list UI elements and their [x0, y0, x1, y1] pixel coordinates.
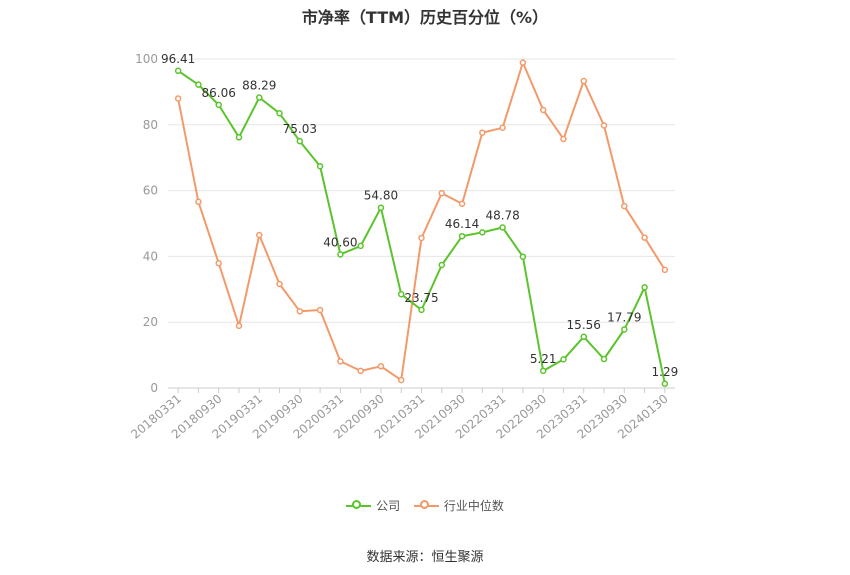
data-point-1-21: [600, 122, 608, 129]
data-point-0-23: [641, 284, 648, 291]
data-point-0-7: [316, 163, 324, 170]
data-point-1-13: [438, 189, 446, 197]
data-point-0-15: [479, 229, 486, 236]
y-tick-label-100: 100: [135, 52, 158, 66]
series-line-0: [177, 69, 666, 385]
data-label-0-10: 54.80: [364, 189, 398, 203]
data-point-0-19: [560, 356, 567, 363]
legend-item-industry-median[interactable]: 行业中位数: [413, 497, 504, 514]
data-point-1-14: [458, 200, 466, 208]
data-point-1-10: [377, 363, 385, 370]
data-point-0-18: [539, 367, 547, 375]
data-point-0-10: [377, 204, 385, 211]
data-point-1-19: [560, 135, 567, 143]
data-point-0-5: [276, 110, 283, 117]
data-point-1-7: [316, 306, 324, 314]
y-tick-label-20: 20: [143, 315, 158, 329]
data-point-0-3: [235, 134, 243, 141]
legend-label-company: 公司: [376, 499, 401, 513]
data-point-0-21: [600, 355, 608, 363]
data-point-1-4: [256, 231, 263, 239]
data-source: 数据来源：恒生聚源: [366, 550, 484, 565]
data-point-1-20: [580, 77, 587, 85]
data-point-1-3: [235, 322, 243, 330]
legend: 公司 行业中位数: [0, 497, 850, 516]
data-point-0-20: [580, 333, 587, 341]
data-point-1-12: [418, 234, 425, 242]
data-point-1-8: [337, 358, 344, 365]
data-label-0-0: 96.41: [161, 52, 195, 66]
y-tick-label-60: 60: [143, 184, 158, 198]
data-point-1-22: [621, 202, 628, 210]
data-label-0-20: 15.56: [567, 318, 601, 332]
data-point-1-0: [174, 95, 182, 102]
data-point-1-23: [641, 234, 648, 241]
chart-title: 市净率（TTM）历史百分位（%）: [301, 8, 549, 27]
data-label-0-14: 46.14: [445, 217, 479, 231]
y-tick-label-80: 80: [143, 118, 158, 132]
data-point-0-22: [621, 326, 628, 333]
data-point-0-8: [337, 251, 344, 258]
data-point-1-6: [296, 308, 304, 315]
data-point-0-1: [195, 81, 202, 88]
data-point-0-0: [174, 67, 182, 75]
data-label-0-4: 88.29: [242, 79, 276, 93]
data-point-0-16: [499, 224, 506, 231]
data-point-0-9: [357, 242, 364, 250]
data-point-1-17: [519, 59, 527, 66]
data-point-1-18: [539, 106, 547, 114]
data-point-0-11: [397, 290, 405, 298]
data-point-0-2: [215, 101, 222, 109]
legend-swatch-company: [346, 499, 372, 513]
data-label-0-22: 17.79: [607, 310, 641, 324]
data-point-0-17: [519, 253, 527, 260]
data-point-1-9: [357, 367, 364, 375]
series-line-1: [177, 61, 666, 382]
legend-label-industry-median: 行业中位数: [443, 499, 504, 513]
y-tick-label-40: 40: [143, 249, 158, 263]
data-label-0-18: 5.21: [530, 352, 557, 366]
data-point-0-14: [458, 232, 466, 240]
data-point-0-12: [418, 306, 425, 314]
data-point-0-6: [296, 137, 304, 145]
data-label-0-6: 75.03: [283, 122, 317, 136]
data-label-0-12: 23.75: [404, 291, 438, 305]
data-point-1-5: [276, 280, 283, 288]
data-point-1-16: [499, 124, 506, 132]
data-point-1-11: [397, 376, 405, 384]
data-point-0-13: [438, 261, 446, 269]
y-tick-label-0: 0: [150, 381, 158, 395]
data-label-0-8: 40.60: [323, 235, 357, 249]
data-point-1-24: [661, 266, 669, 274]
data-point-0-4: [256, 94, 263, 101]
data-label-0-24: 1.29: [652, 365, 679, 379]
data-point-1-15: [479, 129, 486, 136]
data-label-0-16: 48.78: [485, 209, 519, 223]
legend-swatch-industry-median: [413, 499, 439, 513]
data-point-0-24: [661, 380, 669, 388]
data-point-1-2: [215, 260, 222, 267]
data-label-0-2: 86.06: [202, 86, 236, 100]
data-point-1-1: [195, 198, 202, 206]
legend-item-company[interactable]: 公司: [346, 497, 400, 514]
